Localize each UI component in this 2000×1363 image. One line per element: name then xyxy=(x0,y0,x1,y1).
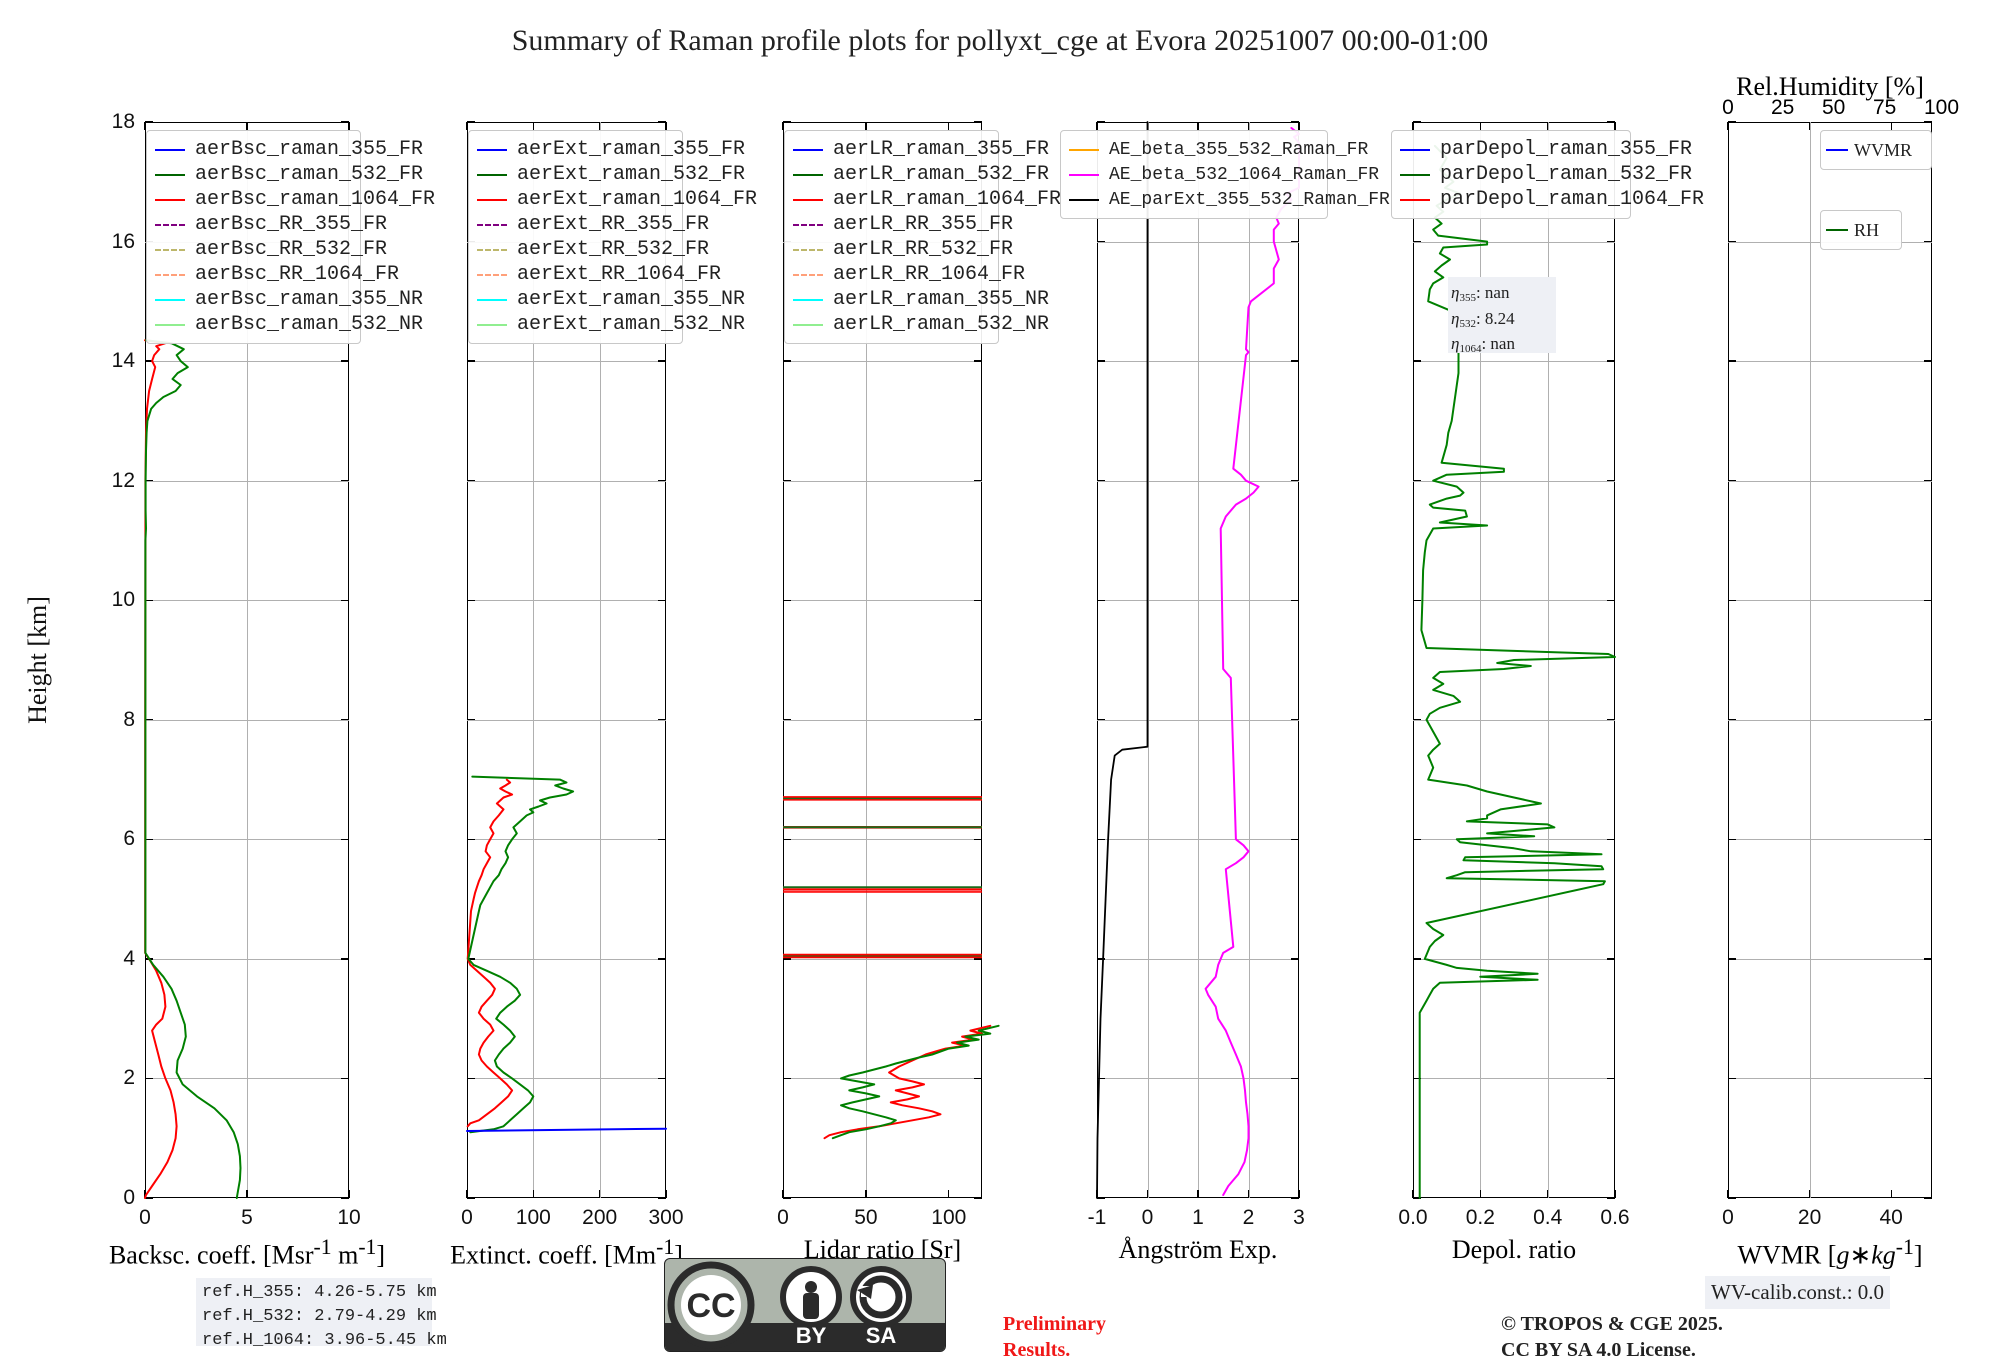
svg-text:SA: SA xyxy=(866,1323,897,1348)
svg-text:BY: BY xyxy=(796,1323,827,1348)
svg-text:CC: CC xyxy=(686,1287,735,1325)
